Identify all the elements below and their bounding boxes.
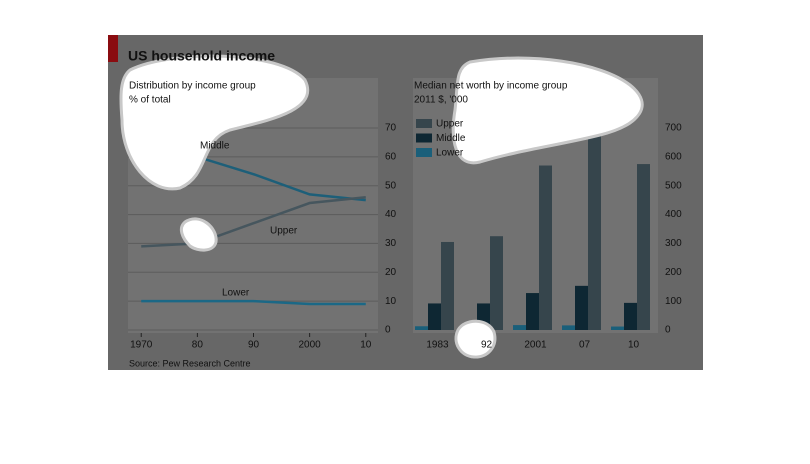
bar: [490, 236, 503, 330]
line-label: Middle: [200, 141, 230, 152]
y-tick-label: 500: [665, 180, 682, 191]
y-tick-label: 0: [385, 325, 391, 336]
y-tick-label: 600: [665, 151, 682, 162]
legend-swatch: [416, 133, 432, 143]
source: Source: Pew Research Centre: [129, 358, 251, 368]
x-tick-label: 10: [360, 340, 372, 351]
x-tick-label: 1970: [130, 340, 153, 351]
bar: [441, 241, 454, 330]
redaction-blob: [179, 217, 218, 252]
x-tick-label: 90: [248, 340, 260, 351]
y-tick-label: 10: [385, 296, 397, 307]
x-tick-label: 92: [481, 340, 493, 351]
legend-label: Middle: [436, 133, 466, 144]
y-tick-label: 70: [385, 123, 397, 134]
y-tick-label: 20: [385, 267, 397, 278]
bar: [624, 302, 637, 330]
legend-label: Lower: [436, 148, 464, 159]
y-tick-label: 40: [385, 209, 397, 220]
legend-swatch: [416, 119, 432, 128]
chart-title: Median net worth by income group: [414, 81, 568, 92]
x-tick-label: 80: [192, 340, 204, 351]
x-tick-label: 07: [579, 340, 591, 351]
y-tick-label: 200: [665, 267, 682, 278]
bar: [575, 285, 588, 330]
legend-swatch: [416, 148, 432, 157]
x-tick-label: 10: [628, 340, 640, 351]
title: US household income: [128, 48, 275, 64]
redaction-blob: [451, 56, 644, 165]
redaction-blob: [454, 319, 497, 359]
line: [141, 299, 366, 306]
bar: [415, 326, 428, 330]
y-tick-label: 700: [665, 123, 682, 134]
line-label: Upper: [270, 226, 298, 237]
line: [141, 196, 366, 248]
line-label: Lower: [222, 288, 250, 299]
chart-title: Distribution by income group: [129, 81, 256, 92]
bar: [513, 325, 526, 330]
y-tick-label: 100: [665, 296, 682, 307]
chart-subtitle: 2011 $, '000: [414, 95, 468, 106]
bar: [588, 129, 601, 330]
bar: [637, 164, 650, 330]
legend-label: Upper: [436, 119, 464, 130]
y-tick-label: 60: [385, 151, 397, 162]
bar: [539, 165, 552, 330]
x-tick-label: 2001: [524, 340, 547, 351]
bar: [562, 325, 575, 330]
redaction-blob: [119, 54, 309, 191]
accent-bar: [108, 35, 118, 62]
bar: [611, 326, 624, 330]
y-tick-label: 30: [385, 238, 397, 249]
y-tick-label: 400: [665, 209, 682, 220]
y-tick-label: 300: [665, 238, 682, 249]
chart-subtitle: % of total: [129, 95, 171, 106]
y-tick-label: 50: [385, 180, 397, 191]
x-tick-label: 2000: [299, 340, 322, 351]
bar: [428, 303, 441, 330]
bar: [526, 293, 539, 330]
y-tick-label: 0: [665, 325, 671, 336]
x-tick-label: 1983: [426, 340, 449, 351]
